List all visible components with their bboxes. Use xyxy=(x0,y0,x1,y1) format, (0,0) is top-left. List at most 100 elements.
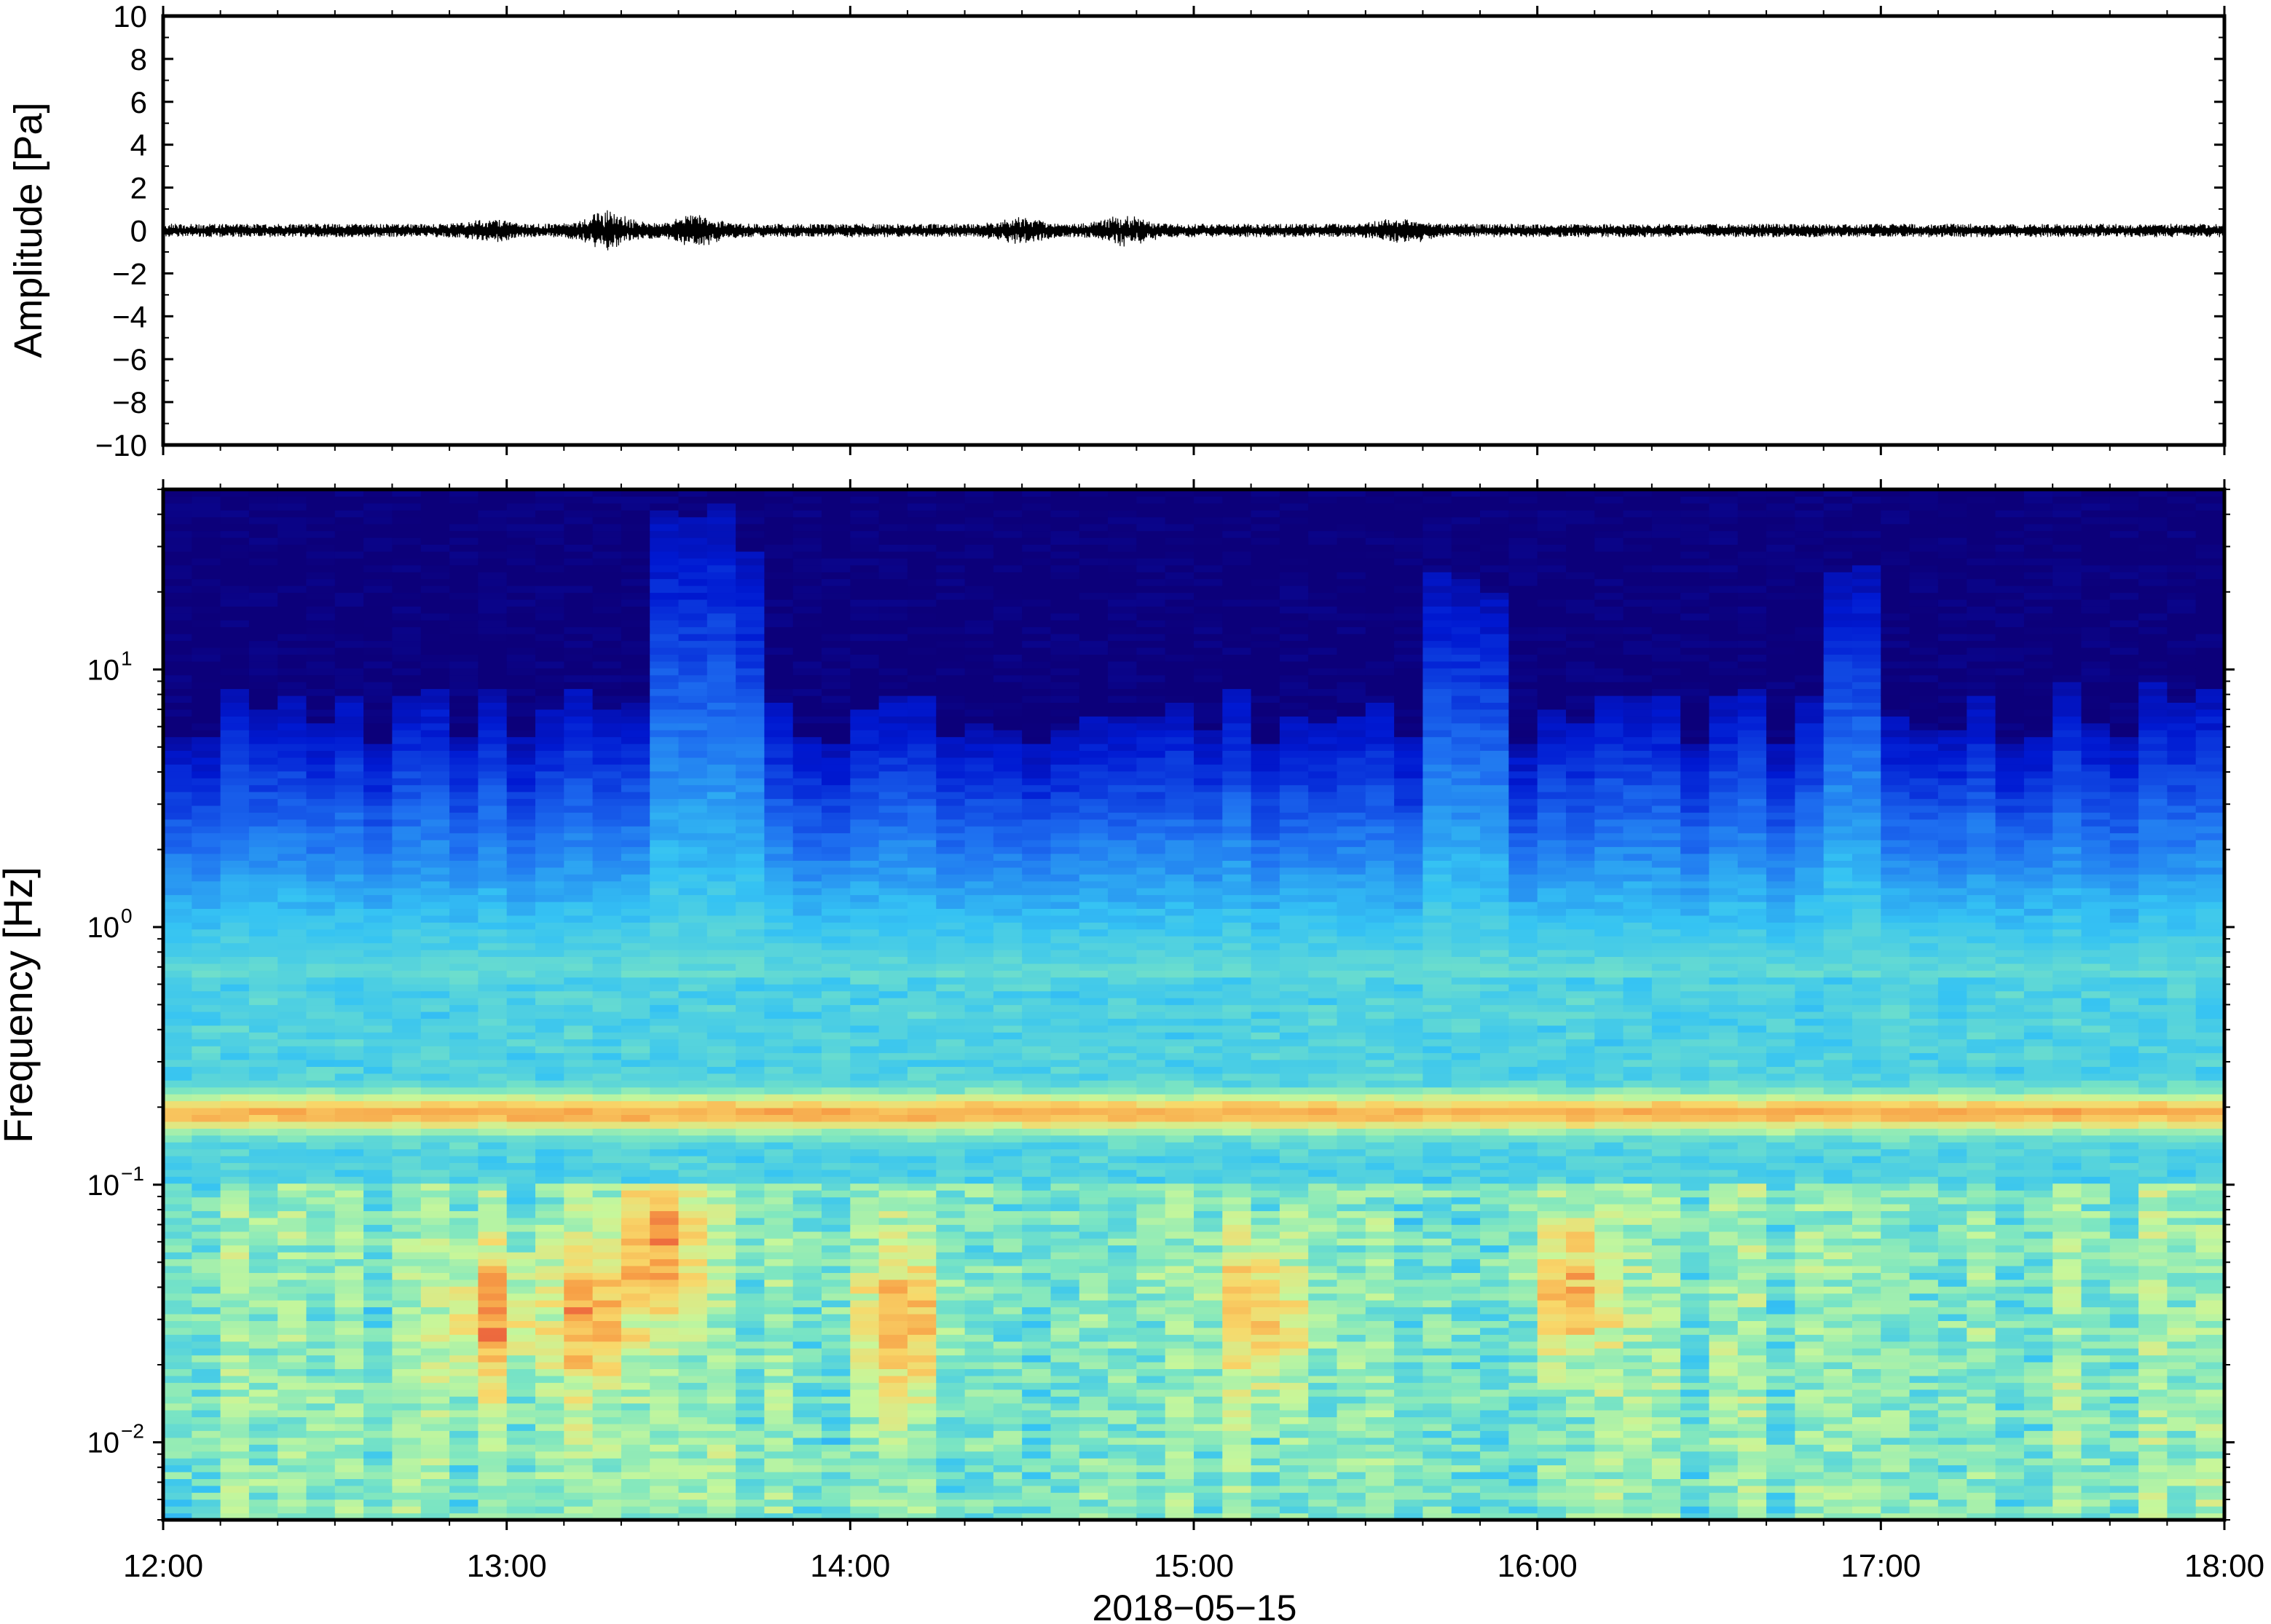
spectrogram-cell xyxy=(736,530,765,538)
spectrogram-cell xyxy=(736,1162,765,1170)
spectrogram-cell xyxy=(850,1032,880,1040)
spectrogram-cell xyxy=(392,1142,422,1150)
spectrogram-cell xyxy=(478,942,508,950)
spectrogram-cell xyxy=(850,572,880,580)
spectrogram-cell xyxy=(420,764,450,772)
spectrogram-cell xyxy=(678,1286,708,1294)
spectrogram-cell xyxy=(306,730,336,738)
spectrogram-cell xyxy=(192,530,221,538)
spectrogram-cell xyxy=(478,908,508,916)
spectrogram-cell xyxy=(1022,1286,1052,1294)
spectrogram-cell xyxy=(564,1217,594,1225)
spectrogram-cell xyxy=(306,963,336,971)
spectrogram-cell xyxy=(278,716,307,724)
spectrogram-cell xyxy=(163,668,192,676)
spectrogram-cell xyxy=(278,1238,307,1246)
spectrogram-cell xyxy=(420,963,450,971)
spectrogram-cell xyxy=(993,894,1023,902)
spectrogram-cell xyxy=(1022,880,1052,888)
spectrogram-cell xyxy=(449,730,479,738)
spectrogram-cell xyxy=(650,1073,680,1081)
spectrogram-cell xyxy=(163,558,192,566)
spectrogram-cell xyxy=(363,1217,393,1225)
spectrogram-cell xyxy=(907,502,937,511)
spectrogram-cell xyxy=(506,1306,536,1314)
spectrogram-cell xyxy=(220,1314,250,1321)
spectrogram-cell xyxy=(707,1238,736,1246)
spectrogram-cell xyxy=(535,784,564,792)
spectrogram-cell xyxy=(278,1437,307,1445)
spectrogram-cell xyxy=(306,1327,336,1335)
spectrogram-cell xyxy=(220,1210,250,1218)
spectrogram-cell xyxy=(278,977,307,985)
spectrogram-cell xyxy=(736,915,765,923)
spectrogram-cell xyxy=(478,819,508,827)
spectrogram-cell xyxy=(535,1465,564,1473)
spectrogram-cell xyxy=(192,612,221,620)
spectrogram-cell xyxy=(163,764,192,772)
spectrogram-cell xyxy=(964,784,994,792)
spectrogram-cell xyxy=(650,1121,680,1129)
spectrogram-cell xyxy=(964,888,994,896)
spectrogram-cell xyxy=(248,1334,278,1342)
spectrogram-cell xyxy=(764,654,794,662)
spectrogram-cell xyxy=(1050,990,1080,998)
spectrogram-cell xyxy=(449,1458,479,1466)
spectrogram-cell xyxy=(764,1279,794,1287)
spectrogram-cell xyxy=(736,1080,765,1088)
spectrogram-cell xyxy=(1022,867,1052,875)
spectrogram-cell xyxy=(392,1224,422,1232)
spectrogram-cell xyxy=(334,1416,364,1424)
spectrogram-cell xyxy=(993,1080,1023,1088)
spectrogram-cell xyxy=(363,578,393,586)
spectrogram-cell xyxy=(822,647,851,655)
spectrogram-cell xyxy=(506,1169,536,1177)
spectrogram-cell xyxy=(907,1465,937,1473)
spectrogram-cell xyxy=(363,1004,393,1012)
spectrogram-cell xyxy=(707,1513,736,1520)
spectrogram-cell xyxy=(1050,1183,1080,1191)
spectrogram-cell xyxy=(1079,1224,1109,1232)
spectrogram-cell xyxy=(736,1258,765,1266)
spectrogram-cell xyxy=(592,674,622,682)
spectrogram-cell xyxy=(564,1410,594,1418)
spectrogram-cell xyxy=(392,1210,422,1218)
spectrogram-cell xyxy=(1022,1300,1052,1308)
spectrogram-cell xyxy=(764,750,794,758)
spectrogram-cell xyxy=(420,661,450,669)
spectrogram-cell xyxy=(334,640,364,648)
spectrogram-cell xyxy=(678,572,708,580)
spectrogram-cell xyxy=(506,1217,536,1225)
spectrogram-cell xyxy=(506,1266,536,1273)
spectrogram-cell xyxy=(420,1300,450,1308)
spectrogram-cell xyxy=(1050,1334,1080,1342)
spectrogram-cell xyxy=(248,489,278,497)
spectrogram-cell xyxy=(449,674,479,682)
spectrogram-cell xyxy=(363,902,393,909)
spectrogram-cell xyxy=(1022,722,1052,730)
spectrogram-cell xyxy=(192,1073,221,1081)
spectrogram-cell xyxy=(278,1252,307,1260)
spectrogram-cell xyxy=(1022,860,1052,868)
spectrogram-cell xyxy=(220,1513,250,1520)
spectrogram-cell xyxy=(678,1458,708,1466)
spectrogram-cell xyxy=(822,1183,851,1191)
spectrogram-cell xyxy=(764,1314,794,1321)
spectrogram-cell xyxy=(449,1176,479,1184)
spectrogram-cell xyxy=(192,1334,221,1342)
spectrogram-cell xyxy=(678,750,708,758)
spectrogram-cell xyxy=(592,1252,622,1260)
spectrogram-cell xyxy=(822,1162,851,1170)
spectrogram-cell xyxy=(535,990,564,998)
spectrogram-cell xyxy=(564,1238,594,1246)
spectrogram-cell xyxy=(506,874,536,882)
spectrogram-cell xyxy=(478,620,508,628)
spectrogram-cell xyxy=(592,990,622,998)
spectrogram-cell xyxy=(1022,826,1052,834)
spectrogram-cell xyxy=(564,977,594,985)
spectrogram-cell xyxy=(535,1210,564,1218)
spectrogram-cell xyxy=(478,854,508,861)
spectrogram-cell xyxy=(822,1279,851,1287)
spectrogram-cell xyxy=(192,1300,221,1308)
spectrogram-cell xyxy=(334,812,364,820)
